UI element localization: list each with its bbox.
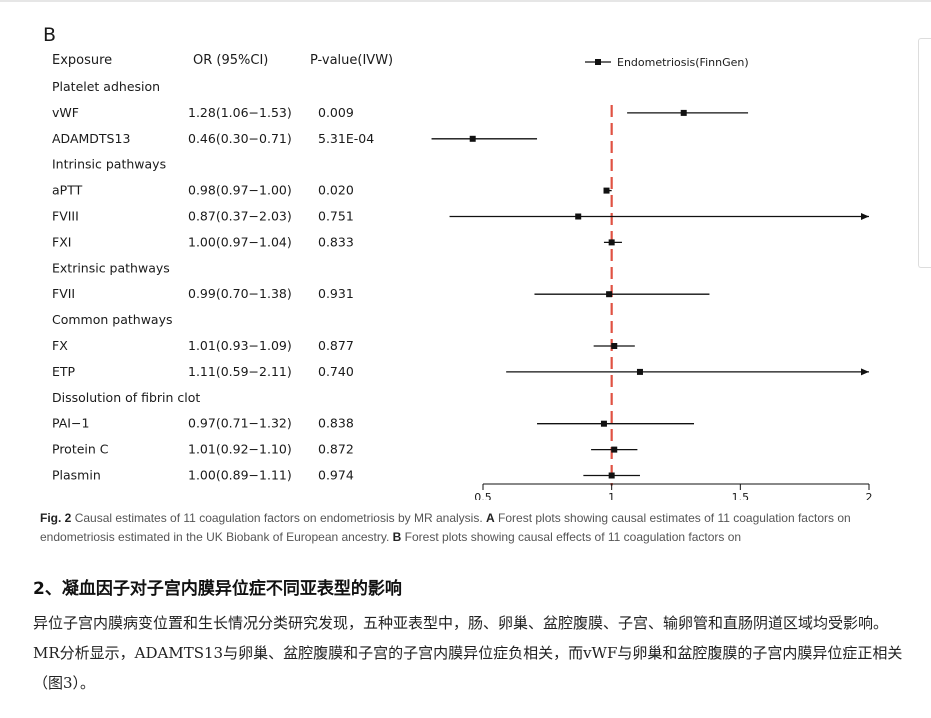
p-value: 0.751 [318,209,354,224]
panel-label: B [43,24,56,46]
or-ci-value: 1.01(0.92−1.10) [188,442,292,457]
legend-marker [595,59,601,65]
forest-plot: B Exposure OR (95%CI) P-value(IVW) Endom… [43,24,873,500]
section-heading: 2、凝血因子对子宫内膜异位症不同亚表型的影响 [33,579,402,599]
point-estimate [600,420,607,427]
p-value: 0.974 [318,468,354,483]
ci-arrow [861,368,869,376]
caption-part2: Forest plots showing causal estimates of… [40,511,851,544]
exposure-label: FVIII [52,209,79,224]
group-label: Intrinsic pathways [52,157,166,172]
or-ci-value: 1.00(0.89−1.11) [188,468,292,483]
x-tick-label: 0.5 [474,491,492,500]
point-estimate [636,368,643,375]
column-header-pvalue: P-value(IVW) [310,53,393,68]
exposure-label: aPTT [52,183,83,198]
or-ci-value: 0.97(0.71−1.32) [188,416,292,431]
or-ci-value: 0.99(0.70−1.38) [188,286,292,301]
exposure-label: ADAMDTS13 [52,131,130,146]
legend: Endometriosis(FinnGen) [585,56,749,69]
point-estimate [469,135,476,142]
figure-caption: Fig. 2 Causal estimates of 11 coagulatio… [40,509,880,547]
group-label: Extrinsic pathways [52,260,170,275]
group-label: Dissolution of fibrin clot [52,390,200,405]
caption-part3: Forest plots showing causal effects of 1… [404,530,742,544]
p-value: 0.838 [318,416,354,431]
or-ci-value: 0.87(0.37−2.03) [188,209,292,224]
p-value: 0.877 [318,338,354,353]
or-ci-value: 1.00(0.97−1.04) [188,234,292,249]
group-label: Platelet adhesion [52,79,160,94]
ci-arrow [861,213,869,220]
caption-fig-label: Fig. 2 [40,511,72,525]
column-header-or: OR (95%CI) [193,53,268,68]
caption-b-label: B [392,530,402,544]
plot-area: 0.5 1 1.5 2 [431,105,873,500]
p-value: 0.009 [318,105,354,120]
point-estimate [608,472,615,479]
or-ci-value: 1.11(0.59−2.11) [188,364,292,379]
point-estimate [606,291,613,298]
x-tick-label: 1.5 [732,491,750,500]
or-ci-value: 1.01(0.93−1.09) [188,338,292,353]
x-tick-label: 1 [608,491,615,500]
caption-a-label: A [486,511,495,525]
p-value: 5.31E-04 [318,131,374,146]
group-label: Common pathways [52,312,172,327]
legend-label: Endometriosis(FinnGen) [617,56,749,69]
p-value: 0.872 [318,442,354,457]
article-paragraph: 异位子宫内膜病变位置和生长情况分类研究发现，五种亚表型中，肠、卵巢、盆腔腹膜、子… [33,614,903,692]
p-value: 0.833 [318,234,354,249]
exposure-label: ETP [52,364,76,379]
point-estimate [611,343,618,349]
point-estimate [575,213,582,220]
column-header-exposure: Exposure [52,53,112,68]
exposure-label: vWF [52,105,79,120]
or-ci-value: 0.98(0.97−1.00) [188,183,292,198]
caption-part1: Causal estimates of 11 coagulation facto… [74,511,483,525]
p-value: 0.740 [318,364,354,379]
exposure-label: FX [52,338,68,353]
exposure-label: FVII [52,286,75,301]
exposure-label: Plasmin [52,468,101,483]
exposure-label: Protein C [52,442,109,457]
or-ci-value: 0.46(0.30−0.71) [188,131,292,146]
exposure-label: PAI−1 [52,416,89,431]
point-estimate [680,109,687,116]
point-estimate [608,239,615,246]
point-estimate [603,187,610,194]
point-estimate [611,446,618,453]
side-panel [918,38,931,268]
p-value: 0.020 [318,183,354,198]
top-divider [0,0,931,2]
forest-rows: Platelet adhesion vWF 1.28(1.06−1.53) 0.009… [52,79,374,483]
exposure-label: FXI [52,234,71,249]
p-value: 0.931 [318,286,354,301]
or-ci-value: 1.28(1.06−1.53) [188,105,292,120]
x-tick-label: 2 [866,491,873,500]
